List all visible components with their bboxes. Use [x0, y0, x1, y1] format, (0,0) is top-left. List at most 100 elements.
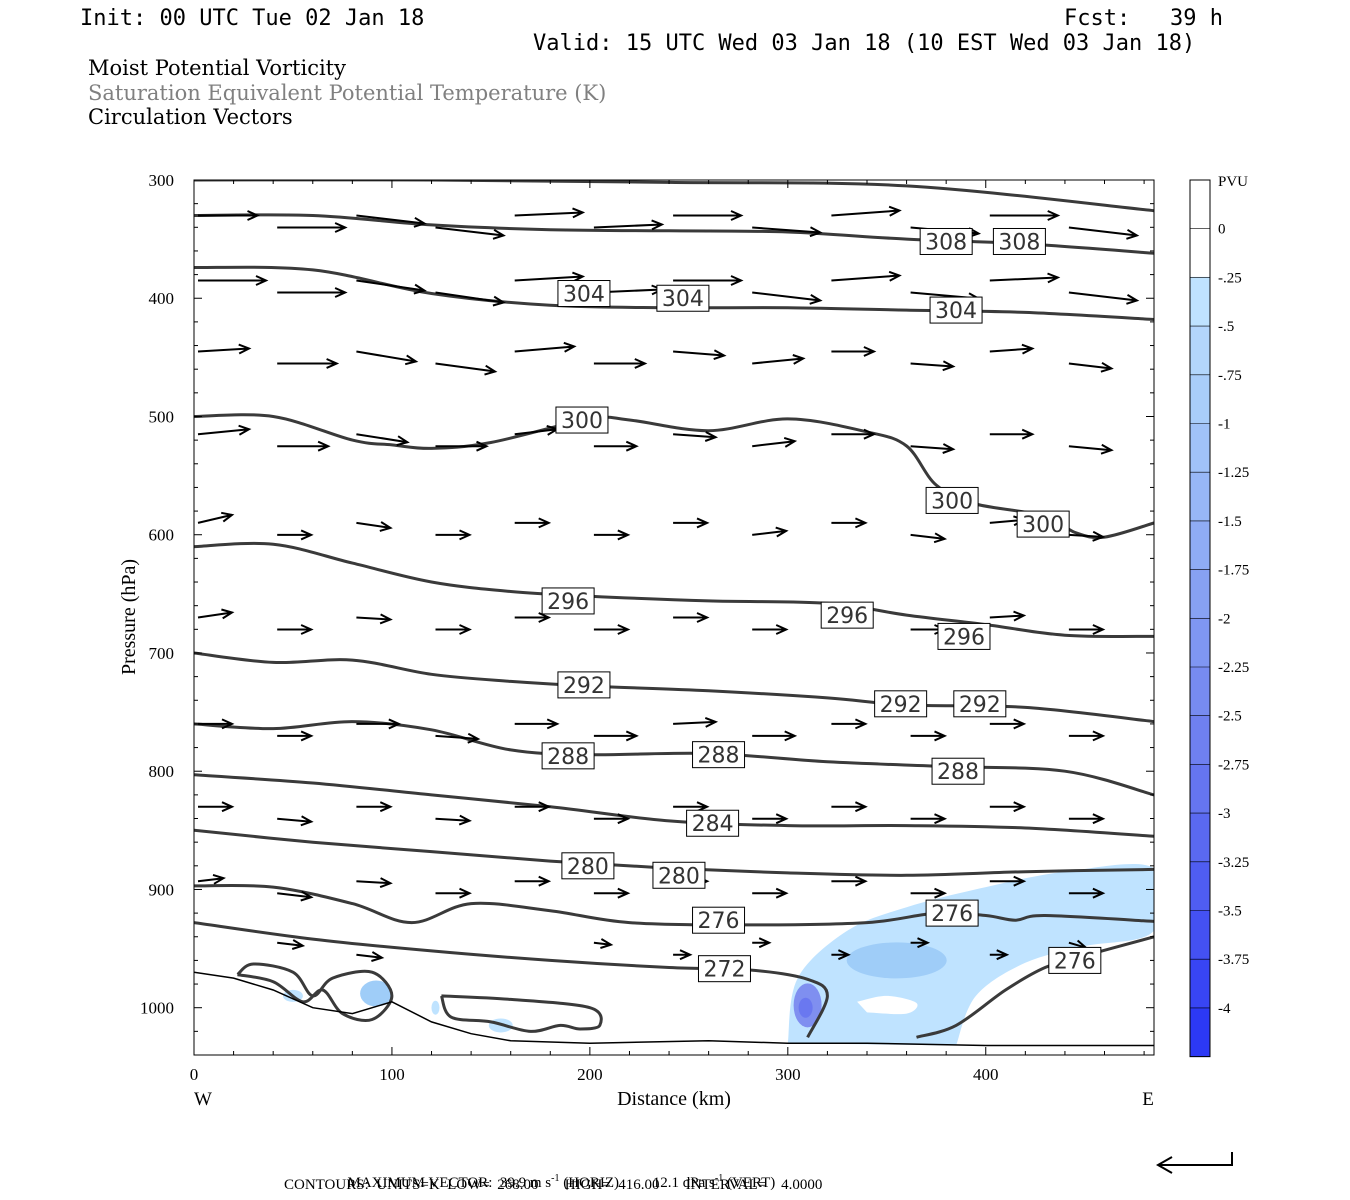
circulation-vector: [910, 730, 948, 742]
contour-label-box: [692, 906, 746, 934]
contour-label-layer: 308 308 304 304 304 300 300 300 296 296 296 292 292 2…: [541, 227, 1102, 983]
contour-label-box: [557, 671, 611, 699]
max-vector-prefix: MAXIMUM VECTOR: 39.9 m s: [347, 1175, 552, 1191]
colorbar-level-label: 0: [1218, 222, 1226, 238]
circulation-vector: [198, 718, 235, 730]
contour-label-292: 292: [563, 674, 605, 699]
circulation-vector: [673, 275, 744, 286]
colorbar-swatch: [1189, 910, 1211, 960]
theta-contour-288: [194, 720, 1154, 797]
circulation-vector: [1068, 624, 1106, 635]
contour-label-box: [1016, 510, 1070, 538]
circulation-vector: [198, 801, 235, 813]
circulation-vector: [831, 875, 868, 887]
circulation-vector: [1068, 730, 1106, 742]
colorbar-swatch: [1189, 471, 1211, 522]
vector-layer: [197, 205, 1140, 962]
circulation-vector: [831, 949, 851, 961]
contour-label-box: [953, 690, 1007, 718]
contour-label-296: 296: [943, 625, 985, 650]
circulation-vector: [910, 532, 948, 544]
circulation-vector: [1068, 226, 1140, 240]
circulation-vector: [752, 526, 789, 538]
init-time: Init: 00 UTC Tue 02 Jan 18: [80, 6, 425, 31]
x-tick-label: 100: [379, 1065, 405, 1084]
circulation-vector: [673, 612, 710, 623]
circulation-vector: [435, 440, 489, 452]
contour-label-box: [925, 486, 979, 514]
circulation-vector: [277, 939, 306, 950]
x-tick-label: 400: [973, 1065, 999, 1084]
contour-label-box: [692, 741, 746, 769]
reference-vector-arrow: [1155, 1152, 1233, 1174]
contour-label-box: [686, 809, 740, 837]
circulation-vector: [1068, 813, 1106, 825]
circulation-vector: [831, 718, 868, 730]
circulation-vector: [752, 291, 823, 305]
circulation-vector: [673, 801, 710, 813]
circulation-vector: [752, 436, 798, 448]
y-tick-label: 800: [149, 762, 175, 781]
colorbar-swatch: [1189, 228, 1211, 278]
contour-label-box: [919, 227, 973, 255]
colorbar-level-label: -3: [1218, 806, 1231, 822]
contour-label-300: 300: [931, 489, 973, 514]
circulation-vector: [752, 887, 789, 899]
circulation-vector: [1068, 291, 1140, 305]
theta-contour-284: [194, 773, 1154, 838]
circulation-vector: [752, 813, 789, 825]
circulation-vector: [277, 222, 348, 233]
title-theta-es: Saturation Equivalent Potential Temperat…: [88, 81, 607, 105]
circulation-vector: [831, 428, 877, 440]
contour-label-272: 272: [703, 958, 745, 983]
theta-contour-272: [194, 921, 829, 1038]
contour-label-box: [656, 284, 710, 312]
circulation-vector: [514, 207, 586, 219]
colorbar-swatch: [1189, 374, 1211, 424]
pv-plume-core: [846, 942, 947, 979]
circulation-vector: [197, 343, 252, 355]
x-axis-label: Distance (km): [617, 1088, 731, 1110]
y-tick-label: 1000: [140, 999, 174, 1018]
circulation-vector: [435, 226, 506, 240]
contour-label-box: [541, 587, 595, 615]
colorbar-level-label: -3.5: [1218, 904, 1242, 920]
forecast-hour: Fcst: 39 h: [1064, 6, 1223, 31]
circulation-vector: [356, 433, 410, 447]
circulation-vector: [514, 612, 552, 623]
circulation-vector: [435, 887, 472, 899]
theta-contour-268: [236, 962, 394, 1023]
circulation-vector: [1068, 443, 1114, 455]
max-vector-suffix: (VERT): [723, 1175, 776, 1191]
contour-label-box: [555, 406, 609, 434]
circulation-vector: [356, 521, 393, 532]
colorbar-level-label: -.25: [1218, 270, 1242, 286]
reference-vector: [1155, 1152, 1233, 1174]
circulation-vector: [989, 210, 1061, 221]
contour-label-276: 276: [931, 902, 973, 927]
x-tick-label: 0: [190, 1065, 199, 1084]
contour-label-292: 292: [959, 693, 1001, 718]
circulation-vector: [514, 271, 586, 283]
contour-label-288: 288: [937, 760, 979, 785]
theta-contour-296: [194, 541, 1154, 638]
pv-blob-mid-small: [431, 1000, 440, 1015]
circulation-vector: [514, 718, 560, 730]
theta-contour-268: [439, 994, 603, 1033]
colorbar-level-label: -2.25: [1218, 660, 1249, 676]
title-vectors: Circulation Vectors: [88, 105, 293, 129]
contour-label-288: 288: [698, 744, 740, 769]
contour-label-304: 304: [662, 287, 704, 312]
contour-label-308: 308: [925, 230, 967, 255]
circulation-vector: [989, 272, 1061, 284]
y-tick-label: 600: [149, 526, 175, 545]
circulation-vector: [752, 354, 806, 365]
axes-layer: 0 100 200 300 400 300 400 500 600 700 800 900 1000 Di…: [118, 171, 1154, 1110]
circulation-vector: [277, 440, 331, 452]
circulation-vector: [277, 358, 340, 369]
circulation-vector: [593, 813, 631, 825]
colorbar-swatch: [1189, 812, 1211, 863]
contours-note: CONTOURS: UNITS=K LOW= 268.00 HIGH= 416.…: [284, 1177, 823, 1193]
contour-label-296: 296: [547, 590, 589, 615]
circulation-vector: [197, 511, 235, 524]
